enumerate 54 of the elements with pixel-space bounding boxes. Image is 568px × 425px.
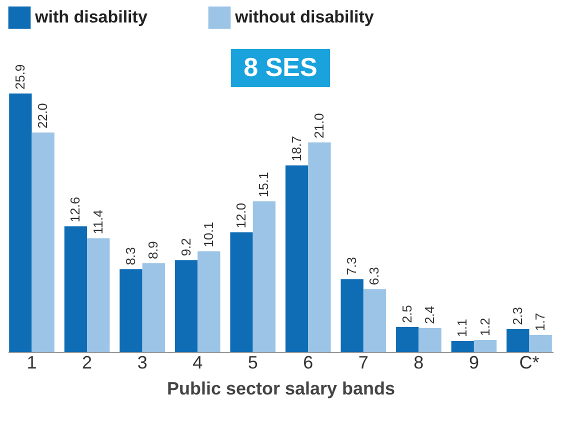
data-label: 11.4 [90,210,106,234]
bar [230,232,253,352]
data-label: 2.3 [510,306,525,326]
data-label: 15.1 [256,172,272,198]
x-tick-label: 9 [468,352,479,372]
x-tick-label: 8 [414,352,424,372]
data-label: 22.0 [35,103,50,128]
data-label: 12.6 [68,196,83,222]
data-label: 8.9 [146,241,161,260]
data-label: 10.1 [200,222,216,248]
x-tick-label: 3 [137,352,148,372]
bar [32,132,54,352]
bar [451,341,474,352]
data-label: 1.7 [532,312,548,332]
bar [285,165,308,352]
x-tick-label: 6 [303,352,314,372]
data-label: 21.0 [311,113,326,138]
x-tick-label: 2 [82,352,92,372]
data-label: 7.3 [344,257,360,276]
x-tick-label: 7 [358,352,368,372]
data-label: 12.0 [234,202,249,228]
x-tick-label: 1 [26,352,37,372]
data-label: 2.4 [422,306,438,324]
bar [252,201,276,352]
bar [363,289,386,352]
bar [64,226,88,352]
data-label: 25.9 [12,64,28,90]
legend-label: with disability [34,8,148,27]
bar [120,269,142,352]
bar [198,251,220,352]
chart-title: 8 SES [244,52,318,82]
bar [418,328,442,352]
bar [308,142,331,352]
data-label: 18.7 [288,136,304,162]
bar [529,335,552,352]
legend-label: without disability [234,8,374,27]
data-label: 1.1 [454,318,470,338]
data-label: 1.2 [477,318,492,336]
x-tick-label: 4 [192,352,203,372]
x-axis-title: Public sector salary bands [166,378,396,398]
data-label: 2.5 [399,304,414,324]
bar [174,260,198,352]
x-tick-label: C* [519,352,540,372]
data-label: 8.3 [122,247,138,266]
bar [506,329,530,352]
x-tick-label: 5 [248,352,258,372]
bar [340,279,364,352]
bar [396,327,419,352]
bar [9,94,32,352]
bar [474,340,497,352]
bar [87,238,110,352]
data-label: 9.2 [178,238,194,256]
bar [142,263,165,352]
data-label: 6.3 [366,267,382,286]
